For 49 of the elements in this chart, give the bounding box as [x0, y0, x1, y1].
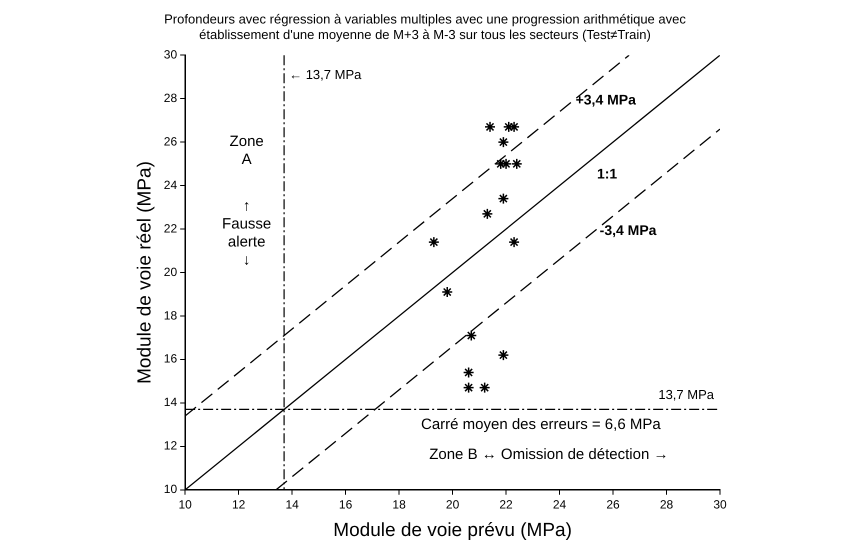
annotation: Carré moyen des erreurs = 6,6 MPa — [420, 416, 662, 433]
series-label: 1:1 — [596, 166, 618, 182]
y-tick-label: 28 — [164, 90, 178, 105]
x-tick-label: 30 — [713, 497, 727, 512]
series-label: +3,4 MPa — [576, 92, 636, 108]
y-axis-title: Module de voie réel (MPa) — [134, 161, 156, 384]
x-axis-title: Module de voie prévu (MPa) — [333, 520, 572, 541]
point — [462, 366, 474, 378]
point — [484, 121, 496, 133]
point — [502, 121, 514, 133]
ref-line-label: 13,7 MPa — [658, 386, 715, 402]
x-tick-label: 28 — [660, 497, 674, 512]
y-tick-label: 30 — [164, 48, 178, 62]
x-tick-label: 18 — [392, 497, 406, 512]
point — [494, 158, 506, 170]
x-tick-label: 22 — [499, 497, 514, 512]
annotation: ↑ Fausse alerte ↓ — [222, 198, 272, 269]
x-tick-label: 26 — [606, 497, 620, 512]
point — [462, 382, 474, 394]
point — [441, 286, 453, 298]
point — [508, 236, 520, 248]
y-tick-label: 26 — [164, 134, 178, 148]
chart-title: Profondeurs avec régression à variables multiples avec une progression arithmétique avec établissement d'une moyenne de M+3 à M-3 sur tous les secteurs (Test≠Train) — [164, 11, 686, 42]
ref-line-label: ← 13,7 MPa — [289, 66, 362, 82]
x-tick-label: 24 — [552, 497, 567, 512]
y-tick-label: 16 — [164, 352, 178, 366]
x-tick-label: 12 — [232, 497, 246, 512]
point — [498, 349, 510, 361]
y-tick-label: 24 — [164, 178, 178, 192]
point — [478, 382, 490, 394]
y-tick-label: 12 — [164, 438, 178, 453]
point — [466, 330, 478, 342]
annotation: Zone B ↔ Omission de détection → — [429, 446, 668, 464]
series-label: -3,4 MPa — [600, 222, 657, 238]
point — [498, 136, 510, 148]
point — [511, 158, 523, 170]
y-tick-label: 14 — [164, 395, 178, 410]
y-tick-label: 10 — [164, 482, 178, 496]
annotation: Zone A — [230, 132, 264, 168]
x-tick-label: 16 — [338, 497, 353, 512]
x-tick-label: 10 — [178, 497, 192, 512]
point — [428, 236, 440, 248]
point — [498, 192, 510, 204]
y-tick-label: 20 — [164, 264, 178, 279]
point — [482, 208, 494, 220]
x-tick-label: 14 — [285, 497, 300, 512]
y-tick-label: 22 — [164, 221, 178, 236]
y-tick-label: 18 — [164, 308, 178, 322]
x-tick-label: 20 — [446, 497, 460, 512]
